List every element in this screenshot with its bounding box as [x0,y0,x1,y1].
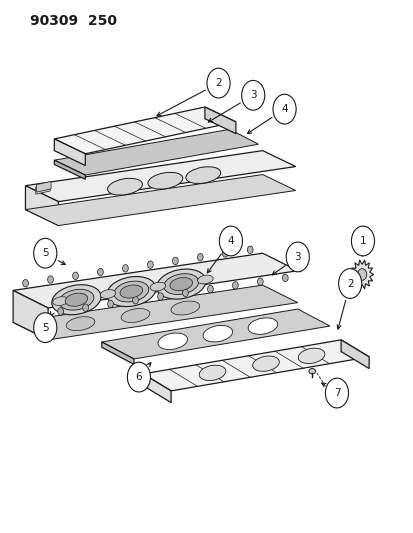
Polygon shape [36,183,50,194]
Circle shape [197,254,203,261]
Circle shape [57,308,63,315]
Ellipse shape [114,281,148,302]
Circle shape [157,293,163,300]
Polygon shape [204,107,235,134]
Circle shape [33,313,57,343]
Polygon shape [143,374,171,402]
Ellipse shape [185,167,220,183]
Text: 3: 3 [294,252,300,262]
Polygon shape [13,285,297,340]
Ellipse shape [164,274,198,295]
Circle shape [247,246,252,254]
Ellipse shape [308,368,315,374]
Text: 5: 5 [42,248,48,258]
Ellipse shape [52,297,68,305]
Text: 2: 2 [215,78,221,88]
Ellipse shape [52,285,101,315]
Text: 90309  250: 90309 250 [29,14,116,28]
Polygon shape [54,107,235,154]
Ellipse shape [247,318,277,334]
Polygon shape [25,185,58,225]
Text: 1: 1 [359,236,366,246]
Ellipse shape [170,278,192,290]
Ellipse shape [199,365,225,381]
Polygon shape [36,181,51,192]
Ellipse shape [100,289,116,298]
Ellipse shape [171,301,199,315]
Text: 4: 4 [227,236,234,246]
Polygon shape [350,260,373,289]
Ellipse shape [121,309,150,322]
Polygon shape [13,253,297,308]
Circle shape [241,80,264,110]
Circle shape [357,269,366,280]
Circle shape [351,226,374,256]
Polygon shape [54,130,258,175]
Ellipse shape [107,277,156,306]
Circle shape [107,300,113,308]
Polygon shape [143,340,368,391]
Ellipse shape [252,356,279,372]
Ellipse shape [203,326,232,342]
Ellipse shape [197,275,213,284]
Text: 3: 3 [249,90,256,100]
Circle shape [83,304,88,311]
Text: 5: 5 [42,322,48,333]
Circle shape [206,68,230,98]
Ellipse shape [107,179,142,195]
Circle shape [172,257,178,265]
Circle shape [33,238,57,268]
Ellipse shape [297,348,324,364]
Text: 6: 6 [135,372,142,382]
Polygon shape [54,139,85,165]
Polygon shape [102,309,329,359]
Circle shape [257,278,263,285]
Circle shape [72,272,78,279]
Ellipse shape [65,293,88,306]
Circle shape [147,261,153,268]
Polygon shape [13,290,48,340]
Polygon shape [54,160,85,179]
Circle shape [23,279,28,287]
Ellipse shape [59,289,94,310]
Circle shape [338,269,361,298]
Ellipse shape [66,317,95,330]
Ellipse shape [147,172,182,189]
Text: 7: 7 [333,388,339,398]
Circle shape [219,226,242,256]
Polygon shape [25,151,295,201]
Text: 4: 4 [280,104,287,114]
Circle shape [132,296,138,304]
Ellipse shape [120,285,142,298]
Circle shape [47,276,53,283]
Circle shape [325,378,348,408]
Text: 2: 2 [346,279,353,288]
Circle shape [122,265,128,272]
Ellipse shape [158,333,187,350]
Circle shape [182,289,188,296]
Circle shape [282,274,287,281]
Polygon shape [25,174,295,225]
Circle shape [285,242,309,272]
Circle shape [127,362,150,392]
Polygon shape [102,342,134,365]
Ellipse shape [150,282,165,291]
Circle shape [272,94,295,124]
Circle shape [207,285,213,293]
Polygon shape [340,340,368,368]
Circle shape [97,268,103,276]
Circle shape [232,281,237,289]
Circle shape [222,250,228,257]
Ellipse shape [156,269,205,299]
